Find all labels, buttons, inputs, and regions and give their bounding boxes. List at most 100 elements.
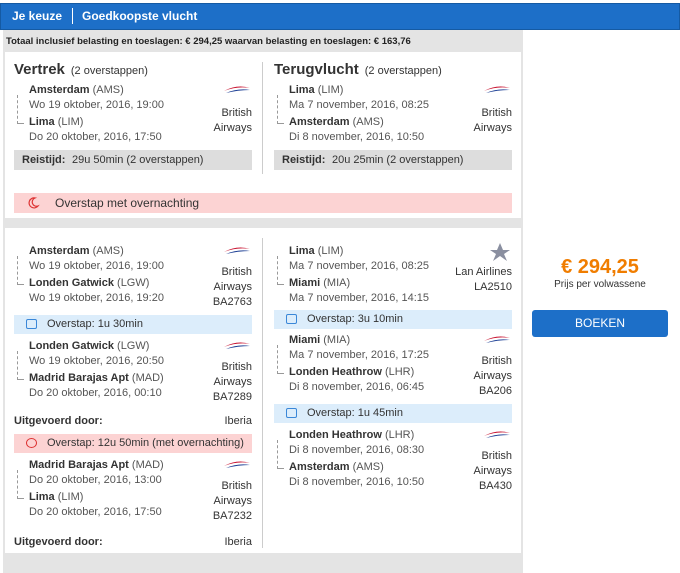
layover-banner — [14, 434, 252, 453]
airline-logo — [484, 431, 510, 438]
details-panel — [5, 228, 521, 553]
operated-value: Iberia — [224, 536, 252, 548]
airport: Amsterdam (AMS) — [289, 460, 384, 474]
arrival-time: Di 8 november, 2016, 10:50 — [289, 131, 425, 143]
airport: Amsterdam (AMS) — [29, 83, 124, 97]
duration-label: Reistijd: — [282, 154, 326, 166]
airport: Londen Gatwick (LGW) — [29, 276, 149, 290]
route-connector — [277, 256, 284, 285]
departure-time: Ma 7 november, 2016, 08:25 — [289, 260, 430, 272]
layover-icon — [286, 408, 297, 418]
airport: Londen Heathrow (LHR) — [289, 365, 414, 379]
airport-code: (MIA) — [323, 334, 351, 346]
airport: Amsterdam (AMS) — [289, 115, 384, 129]
departure-time: Ma 7 november, 2016, 17:25 — [289, 349, 430, 361]
airport: Amsterdam (AMS) — [29, 244, 124, 258]
layover-text: Overstap: 3u 10min — [307, 313, 403, 325]
layover-text: Overstap: 1u 45min — [307, 407, 403, 419]
layover-banner — [274, 404, 512, 423]
airport-city: Lima — [289, 84, 315, 96]
divider — [262, 238, 263, 548]
operated-label: Uitgevoerd door: — [14, 415, 103, 427]
leg-stops: (2 overstappen) — [364, 65, 442, 77]
airport-city: Londen Gatwick — [29, 340, 114, 352]
departure-time: Wo 19 oktober, 2016, 19:00 — [29, 99, 164, 111]
airline-info: Airways — [213, 281, 252, 293]
arrival-time: Wo 19 oktober, 2016, 19:20 — [29, 292, 164, 304]
airline-info: Airways — [213, 495, 252, 507]
book-button[interactable]: BOEKEN — [532, 310, 668, 337]
duration-label: Reistijd: — [22, 154, 66, 166]
tab[interactable]: Goedkoopste vlucht — [82, 9, 198, 23]
airport: Miami (MIA) — [289, 276, 350, 290]
route-connector — [277, 345, 284, 374]
airport-code: (MIA) — [323, 277, 351, 289]
airport-code: (LIM) — [57, 116, 84, 128]
airport-code: (LHR) — [384, 366, 415, 378]
airline-logo — [484, 86, 510, 93]
tab-divider — [72, 8, 73, 24]
airport-code: (LGW) — [117, 277, 150, 289]
airline-info: BA2763 — [212, 296, 252, 308]
airport-city: Amsterdam — [29, 84, 90, 96]
airline-logo — [490, 243, 510, 261]
airport-code: (LIM) — [317, 245, 344, 257]
tab[interactable]: Je keuze — [12, 9, 63, 23]
airline-info: British — [221, 361, 252, 373]
airport-code: (AMS) — [352, 116, 384, 128]
airport-code: (MAD) — [131, 372, 164, 384]
airport: Londen Heathrow (LHR) — [289, 428, 414, 442]
route-connector — [277, 95, 284, 124]
arrival-time: Do 20 oktober, 2016, 00:10 — [29, 387, 162, 399]
top-bar — [0, 3, 680, 30]
leg-title-text: Vertrek — [14, 61, 65, 78]
airport: Madrid Barajas Apt (MAD) — [29, 458, 164, 472]
airline-info: Airways — [213, 122, 252, 134]
airline-info: British — [481, 107, 512, 119]
route-connector — [17, 256, 24, 285]
route-connector — [277, 440, 284, 469]
airport-code: (AMS) — [352, 461, 384, 473]
duration-bar — [274, 150, 512, 170]
airport-city: Miami — [289, 334, 321, 346]
departure-time: Do 20 oktober, 2016, 13:00 — [29, 474, 162, 486]
operated-value: Iberia — [224, 415, 252, 427]
airport-code: (AMS) — [92, 245, 124, 257]
departure-time: Wo 19 oktober, 2016, 20:50 — [29, 355, 164, 367]
airline-info: LA2510 — [474, 281, 512, 293]
airport-city: Londen Gatwick — [29, 277, 114, 289]
airline-info: British — [221, 107, 252, 119]
airport-code: (LGW) — [117, 340, 150, 352]
airline-logo — [224, 342, 250, 349]
airline-info: BA7289 — [212, 391, 252, 403]
airport: Lima (LIM) — [289, 83, 343, 97]
layover-icon — [286, 314, 297, 324]
overnight-banner — [14, 193, 512, 213]
arrival-time: Do 20 oktober, 2016, 17:50 — [29, 506, 162, 518]
airline-info: BA430 — [478, 480, 512, 492]
airport-city: Amsterdam — [29, 245, 90, 257]
duration: 29u 50min (2 overstappen) — [72, 154, 204, 166]
route-connector — [17, 470, 24, 499]
layover-icon — [26, 438, 37, 448]
airline-logo — [224, 247, 250, 254]
airline-info: Airways — [473, 122, 512, 134]
operated-label: Uitgevoerd door: — [14, 536, 103, 548]
route-connector — [17, 351, 24, 380]
leg-title-text: Terugvlucht — [274, 61, 359, 78]
departure-time: Ma 7 november, 2016, 08:25 — [289, 99, 430, 111]
arrival-time: Di 8 november, 2016, 06:45 — [289, 381, 425, 393]
airline-info: British — [481, 450, 512, 462]
leg-title: Vertrek (2 overstappen) — [14, 62, 148, 79]
layover-text: Overstap: 12u 50min (met overnachting) — [47, 437, 244, 449]
moon-icon — [28, 197, 40, 209]
airport-code: (AMS) — [92, 84, 124, 96]
airport-code: (LHR) — [384, 429, 415, 441]
overview-panel — [5, 52, 521, 218]
airline-logo — [484, 336, 510, 343]
airport-code: (LIM) — [317, 84, 344, 96]
layover-banner — [14, 315, 252, 334]
airport: Londen Gatwick (LGW) — [29, 339, 149, 353]
airline-info: Lan Airlines — [455, 266, 512, 278]
